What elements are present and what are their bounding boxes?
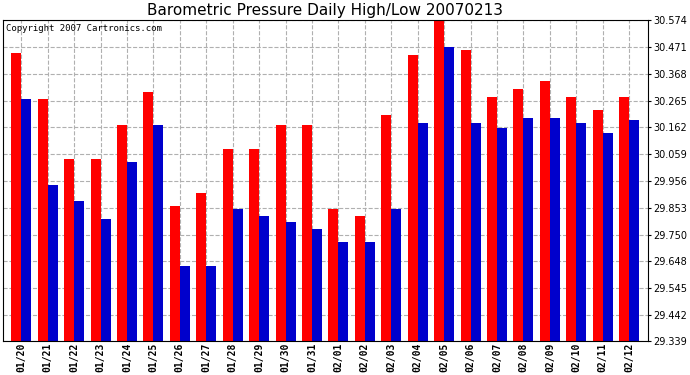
Text: Copyright 2007 Cartronics.com: Copyright 2007 Cartronics.com	[6, 24, 162, 33]
Bar	[11, 53, 21, 342]
Bar	[117, 125, 127, 342]
Bar	[223, 149, 233, 342]
Bar	[444, 47, 454, 342]
Bar	[524, 118, 533, 342]
Bar	[471, 123, 481, 342]
Bar	[127, 162, 137, 342]
Bar	[576, 123, 586, 342]
Bar	[382, 115, 391, 342]
Bar	[206, 266, 217, 342]
Bar	[21, 99, 31, 342]
Bar	[629, 120, 639, 342]
Bar	[513, 89, 524, 342]
Bar	[144, 92, 153, 342]
Bar	[153, 125, 164, 342]
Bar	[180, 266, 190, 342]
Bar	[90, 159, 101, 342]
Bar	[48, 185, 58, 342]
Bar	[540, 81, 550, 342]
Bar	[391, 209, 402, 342]
Bar	[275, 125, 286, 342]
Bar	[196, 193, 206, 342]
Bar	[328, 209, 338, 342]
Bar	[603, 133, 613, 342]
Bar	[233, 209, 243, 342]
Bar	[408, 55, 417, 342]
Bar	[497, 128, 507, 342]
Bar	[38, 99, 48, 342]
Bar	[170, 206, 180, 342]
Bar	[365, 242, 375, 342]
Bar	[302, 125, 312, 342]
Bar	[460, 50, 471, 342]
Bar	[64, 159, 74, 342]
Bar	[101, 219, 110, 342]
Bar	[249, 149, 259, 342]
Bar	[417, 123, 428, 342]
Bar	[286, 222, 295, 342]
Bar	[619, 97, 629, 342]
Bar	[259, 216, 269, 342]
Bar	[566, 97, 576, 342]
Bar	[312, 230, 322, 342]
Bar	[487, 97, 497, 342]
Bar	[355, 216, 365, 342]
Bar	[338, 242, 348, 342]
Bar	[74, 201, 84, 342]
Bar	[550, 118, 560, 342]
Title: Barometric Pressure Daily High/Low 20070213: Barometric Pressure Daily High/Low 20070…	[147, 3, 503, 18]
Bar	[593, 110, 603, 342]
Bar	[434, 19, 444, 342]
